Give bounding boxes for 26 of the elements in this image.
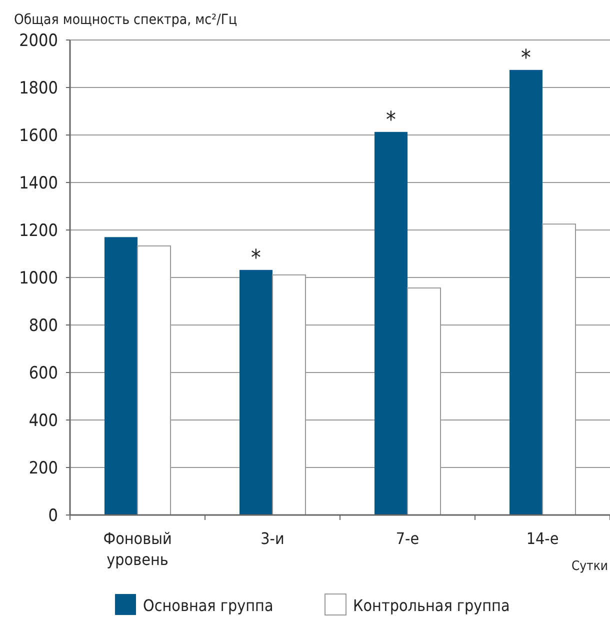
y-tick-label: 600	[28, 363, 58, 384]
y-tick-label: 0	[48, 506, 58, 526]
y-tick-label: 1200	[19, 220, 58, 241]
y-tick-label: 200	[28, 458, 58, 478]
x-tick-label: 7-е	[396, 529, 420, 548]
y-tick-label: 1600	[19, 126, 58, 146]
bar	[374, 132, 408, 515]
annotation: *	[521, 46, 532, 71]
y-tick-label: 1800	[19, 78, 58, 98]
annotation: *	[386, 108, 396, 133]
x-tick-label: 14-е	[526, 529, 559, 548]
bar	[104, 237, 138, 515]
x-axis-title: Сутки	[571, 559, 608, 574]
y-axis-title: Общая мощность спектра, мс²/Гц	[14, 12, 238, 28]
y-tick-label: 1400	[19, 173, 58, 194]
y-tick-label: 400	[28, 410, 58, 431]
bar	[510, 70, 542, 515]
legend-label: Основная группа	[143, 596, 274, 615]
legend-label: Контрольная группа	[353, 596, 510, 615]
x-tick-label: 3-и	[260, 529, 284, 548]
y-tick-label: 800	[28, 316, 58, 336]
annotation: *	[251, 246, 262, 271]
y-tick-label: 2000	[19, 30, 58, 51]
bar	[240, 270, 272, 515]
y-tick-label: 1000	[19, 268, 58, 288]
x-tick-label: Фоновый уровень	[103, 529, 172, 569]
